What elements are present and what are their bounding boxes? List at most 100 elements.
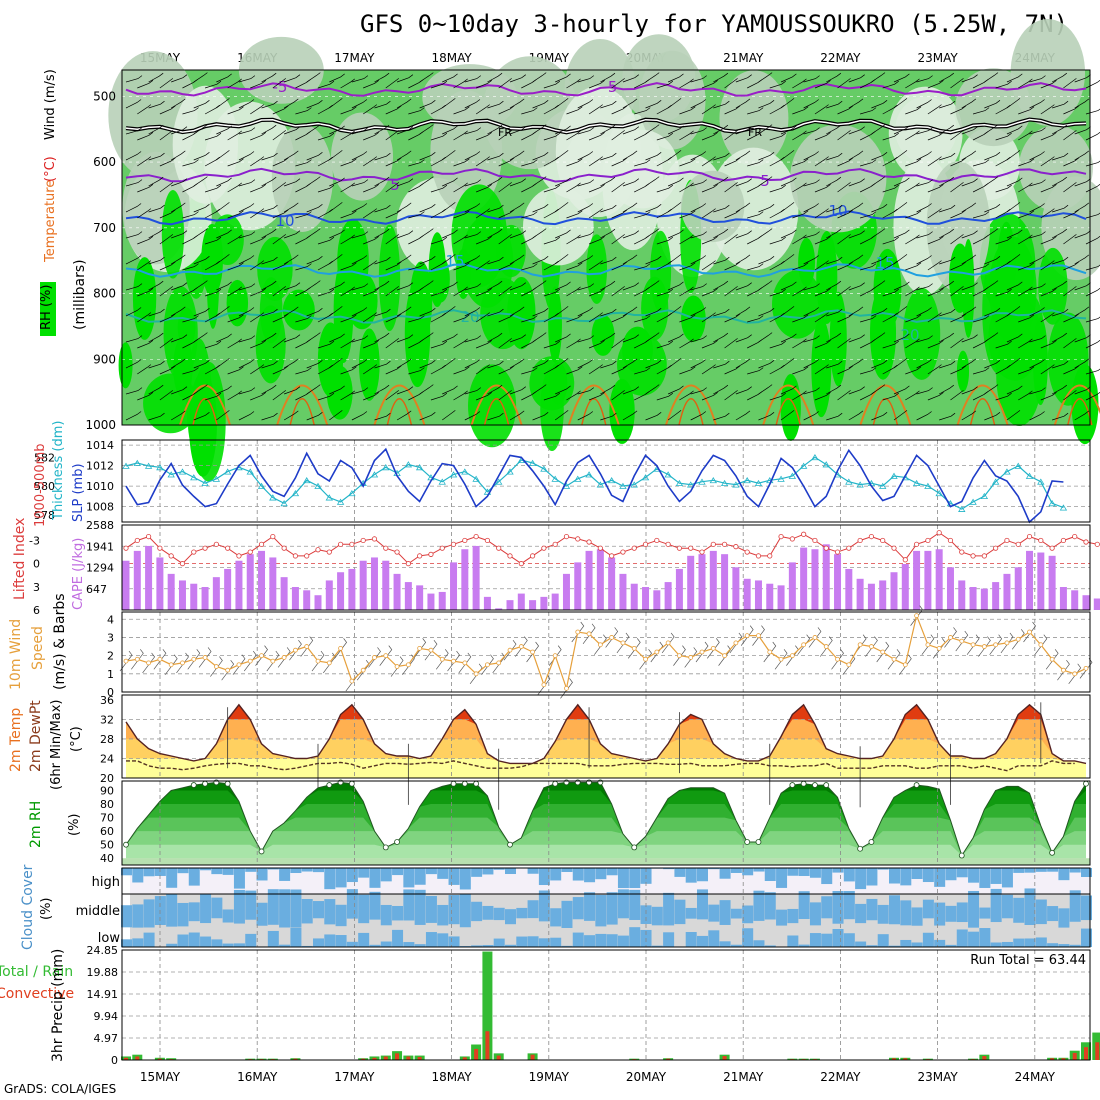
wind-barb (826, 176, 842, 187)
wind-barb (667, 73, 684, 83)
precip-convective-bar (496, 1055, 501, 1060)
wind-barb (419, 332, 434, 343)
wind-barb (600, 228, 616, 239)
lifted-index-point (371, 536, 378, 542)
rh-region (719, 70, 789, 167)
thickness-point (1037, 478, 1045, 485)
cloud-low-cell (1047, 943, 1059, 947)
cloud-high-cell (267, 868, 279, 870)
cloud-low-cell (572, 932, 584, 947)
wind-barb (724, 182, 738, 193)
wind-barb (780, 410, 795, 421)
wind-barb (905, 286, 920, 297)
wind-barb (193, 100, 210, 109)
rh2m-tick: 40 (100, 852, 114, 865)
wind10-barb (661, 632, 675, 654)
wind10-point (835, 656, 840, 662)
thickness-point (1014, 462, 1022, 469)
precip-convective-bar (417, 1056, 422, 1060)
lifted-index-point (913, 541, 920, 547)
wind-barb (498, 209, 515, 219)
cloud-middle-cell (358, 894, 370, 924)
wind-barb (363, 132, 380, 141)
wind-barb (758, 152, 775, 161)
wind-barb (1040, 104, 1055, 115)
wind-barb (1040, 288, 1057, 297)
wind10-point (1015, 636, 1021, 642)
wind-barb (860, 315, 877, 323)
isotherm-label: 10 (828, 202, 847, 220)
cape-bar (156, 557, 164, 610)
lifted-index-point (846, 545, 852, 551)
wind-barb (329, 98, 343, 109)
wind-barb (396, 230, 414, 239)
wind-barb (159, 313, 176, 323)
rh-region (1018, 125, 1093, 211)
cloud-middle-cell (471, 901, 483, 922)
precip-convective-bar (406, 1056, 411, 1060)
wind-barb (362, 260, 378, 271)
wind-barb (453, 234, 468, 245)
cloud-low-cell (166, 943, 178, 947)
wind-barb (690, 231, 707, 239)
wind-barb (566, 314, 583, 323)
wind-barb (769, 132, 786, 141)
cloud-high-cell (414, 868, 426, 885)
lifted-index-point (834, 549, 841, 555)
wind-barb (227, 286, 243, 297)
cloud-high-cell (889, 868, 900, 884)
wind-barb (679, 106, 696, 115)
lifted-index-point (642, 541, 649, 547)
wind-barb (611, 338, 625, 349)
wind-barb (1074, 254, 1090, 265)
wind-barb (408, 367, 425, 375)
wind-barb (1051, 332, 1068, 343)
cloud-middle-cell (290, 889, 302, 928)
wind-barb (555, 177, 571, 187)
wind-barb (645, 204, 662, 213)
wind-barb (193, 308, 210, 317)
isotherm-label: 20 (460, 308, 479, 326)
wind-barb (588, 288, 605, 297)
wind10-barb (966, 634, 980, 655)
lifted-index-point (225, 545, 231, 551)
wind10-barb (978, 636, 991, 657)
precip-convective-bar (982, 1056, 987, 1060)
wind-barb (532, 280, 547, 291)
wind-barb (509, 98, 525, 109)
wind-barb (351, 99, 368, 109)
wind-barb (713, 256, 730, 265)
thickness-point (935, 489, 943, 497)
wind-barb (171, 334, 188, 343)
wind-barb (238, 151, 255, 161)
wind-barb (679, 314, 696, 323)
wind-barb (713, 176, 729, 187)
wind-barb (905, 106, 922, 115)
lifted-index-point (925, 537, 931, 544)
wind-barb (950, 261, 967, 271)
wind10-point (1004, 640, 1010, 646)
lifted-index-point (891, 545, 897, 551)
wind-barb (758, 332, 773, 343)
cloud-high-cell (437, 868, 449, 879)
wind-barb (713, 332, 729, 343)
wind-barb (1052, 360, 1069, 369)
wind-barb (803, 151, 819, 161)
cloud-high-cell (1069, 868, 1081, 873)
run-total-label: Run Total = 63.44 (970, 953, 1086, 968)
wind-barb (1074, 74, 1091, 83)
wind-barb (1074, 202, 1090, 213)
lifted-index-point (597, 545, 603, 551)
wind-barb (950, 209, 967, 219)
wind-barb (1074, 178, 1091, 187)
wind-barb (679, 338, 694, 349)
cloud-high-cell (346, 868, 358, 883)
wind-barb (995, 184, 1012, 193)
cloud-high-cell (1047, 868, 1059, 872)
wind-barb (803, 231, 820, 239)
wind-barb (419, 204, 436, 213)
wind-barb (374, 332, 390, 343)
wind-barb (1018, 390, 1033, 401)
wind-barb (295, 263, 312, 271)
wind-barb (1029, 283, 1046, 291)
